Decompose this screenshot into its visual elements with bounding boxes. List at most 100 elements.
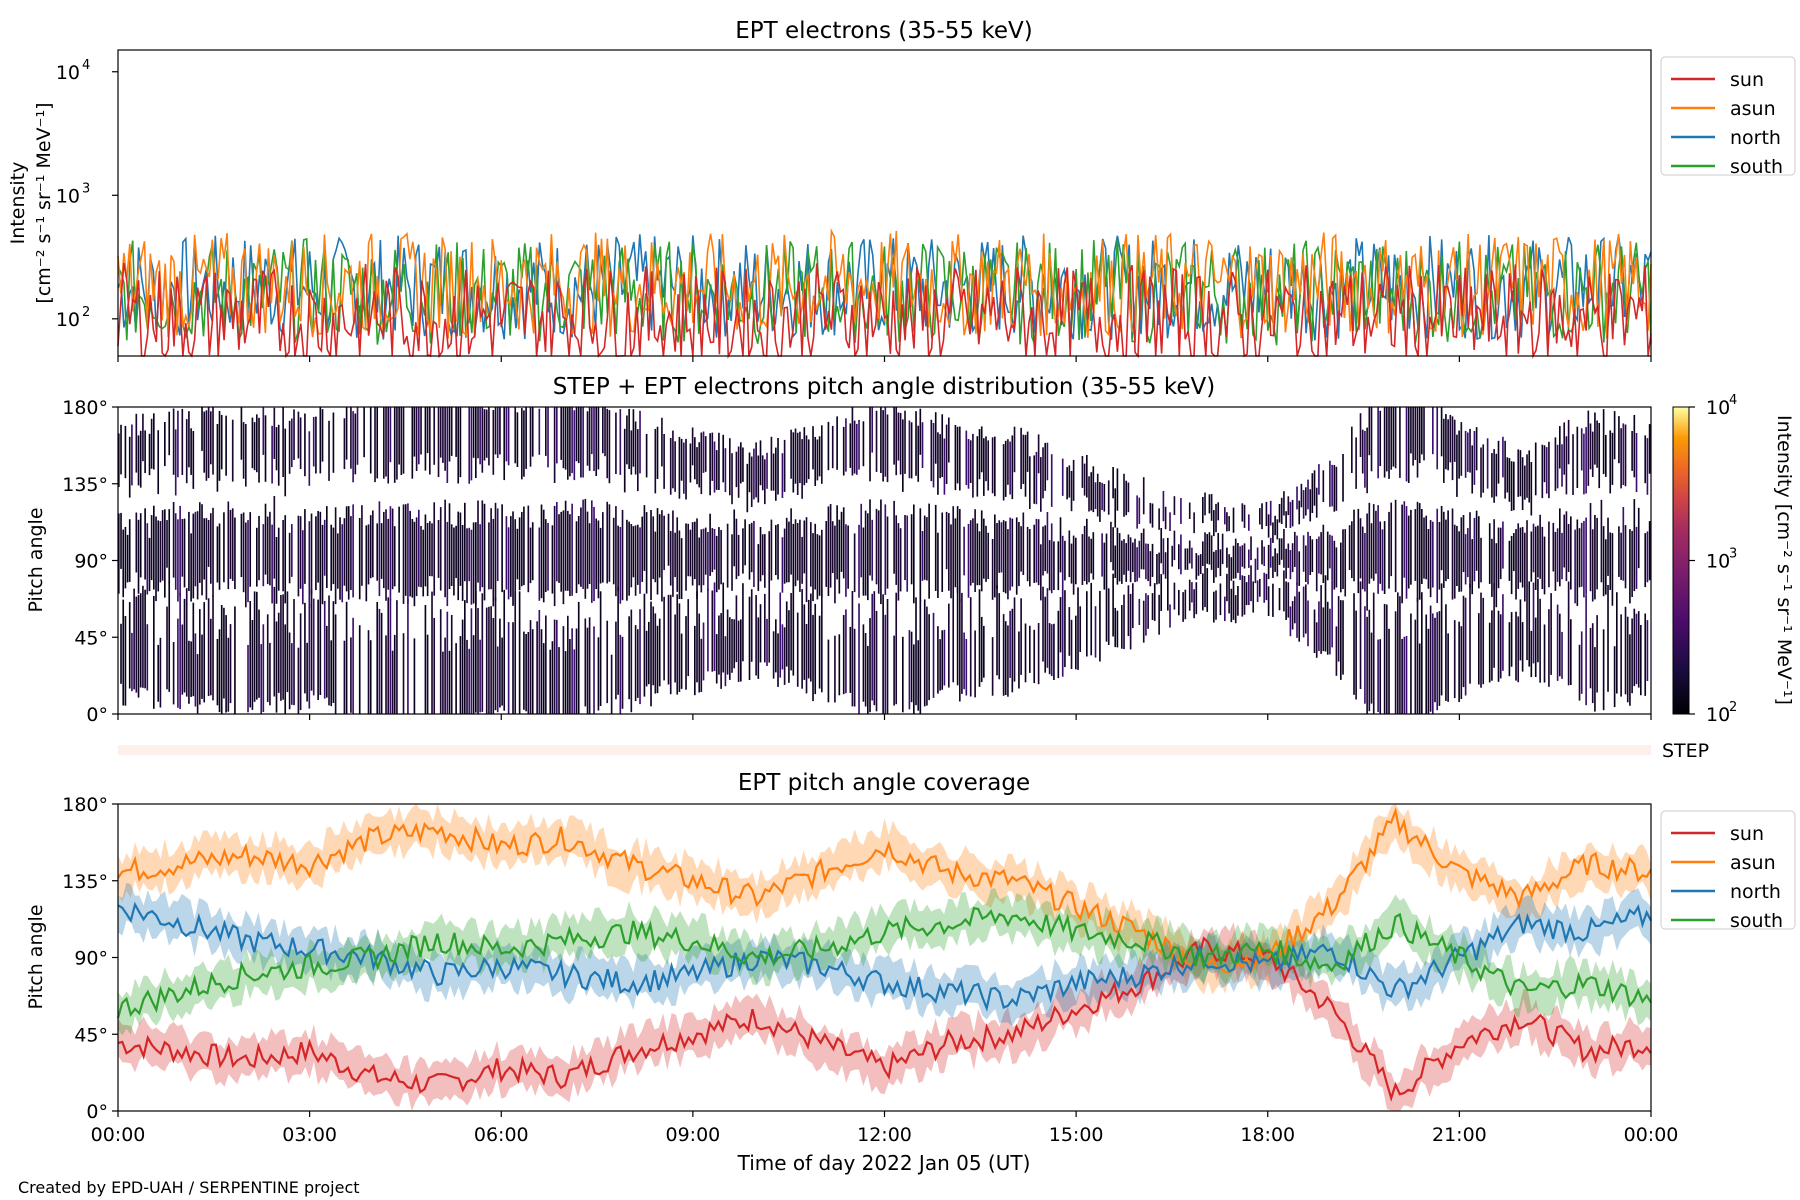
heatmap-cell — [499, 618, 501, 708]
heatmap-cell — [179, 505, 181, 597]
heatmap-cell — [1320, 585, 1322, 654]
heatmap-cell — [1510, 535, 1513, 595]
heatmap-cell — [983, 625, 985, 678]
heatmap-cell — [875, 508, 878, 585]
heatmap-cell — [1096, 473, 1099, 517]
heatmap-cell — [1086, 455, 1088, 498]
heatmap-cell — [378, 608, 381, 714]
heatmap-cell — [1169, 512, 1171, 531]
heatmap-cell — [1508, 622, 1511, 677]
heatmap-cell — [713, 529, 716, 570]
heatmap-cell — [1445, 604, 1447, 701]
heatmap-cell — [1250, 536, 1252, 561]
heatmap-cell — [1539, 514, 1541, 579]
heatmap-cell — [1296, 582, 1298, 638]
heatmap-cell — [302, 530, 304, 605]
heatmap-cell — [374, 407, 376, 483]
heatmap-cell — [258, 609, 260, 698]
heatmap-cell — [183, 518, 186, 588]
heatmap-cell — [481, 593, 484, 712]
heatmap-cell — [713, 441, 716, 493]
legend-box — [1660, 810, 1796, 930]
legend-label-sun: sun — [1730, 823, 1764, 845]
heatmap-cell — [477, 407, 479, 459]
heatmap-cell — [1105, 573, 1108, 642]
heatmap-cell — [1086, 518, 1088, 585]
heatmap-cell — [788, 610, 790, 683]
heatmap-cell — [972, 518, 974, 583]
coverage-panel-title: EPT pitch angle coverage — [738, 770, 1030, 796]
heatmap-cell — [439, 609, 442, 714]
heatmap-cell — [1224, 596, 1226, 622]
heatmap-cell — [619, 634, 622, 714]
heatmap-cell — [1121, 605, 1123, 649]
heatmap-cell — [1598, 423, 1601, 489]
heatmap-cell — [1537, 578, 1539, 663]
heatmap-cell — [1383, 603, 1386, 714]
heatmap-cell — [976, 436, 979, 497]
heatmap-cell — [634, 525, 637, 596]
coverage-panel: EPT pitch angle coverage 0°45°90°135°180… — [25, 770, 1796, 1123]
heatmap-cell — [1416, 407, 1419, 478]
heatmap-cell — [1543, 445, 1546, 483]
heatmap-cell — [1243, 504, 1246, 528]
heatmap-cell — [932, 422, 935, 488]
heatmap-cell — [915, 411, 917, 476]
heatmap-cell — [391, 650, 394, 714]
heatmap-cell — [1648, 521, 1651, 581]
heatmap-cell — [453, 527, 455, 596]
heatmap-cell — [1515, 611, 1517, 681]
heatmap-cell — [1318, 464, 1320, 495]
heatmap-cell — [172, 642, 175, 705]
heatmap-cell — [1388, 407, 1390, 479]
heatmap-cell — [781, 537, 784, 593]
heatmap-cell — [310, 589, 313, 691]
heatmap-cell — [1302, 490, 1305, 519]
heatmap-cell — [718, 432, 720, 490]
heatmap-cell — [446, 611, 449, 714]
heatmap-cell — [1331, 464, 1333, 507]
heatmap-cell — [632, 409, 635, 467]
heatmap-cell — [1361, 526, 1364, 590]
heatmap-cell — [560, 511, 563, 592]
heatmap-cell — [527, 505, 530, 593]
heatmap-cell — [827, 639, 830, 703]
heatmap-cell — [1515, 529, 1517, 600]
heatmap-cell — [1633, 608, 1636, 687]
heatmap-cell — [661, 417, 663, 467]
heatmap-cell — [709, 433, 711, 496]
heatmap-cell — [1213, 591, 1215, 623]
heatmap-cell — [251, 417, 254, 469]
heatmap-cell — [571, 628, 573, 714]
heatmap-cell — [442, 651, 444, 714]
heatmap-cell — [1567, 581, 1570, 686]
heatmap-cell — [1644, 613, 1647, 696]
heatmap-cell — [1556, 528, 1559, 582]
heatmap-cell — [402, 633, 405, 714]
heatmap-cell — [361, 505, 363, 586]
heatmap-cell — [1191, 582, 1193, 603]
heatmap-cell — [1635, 613, 1638, 685]
heatmap-cell — [1116, 527, 1119, 585]
heatmap-cell — [853, 533, 856, 593]
heatmap-cell — [1578, 528, 1581, 588]
heatmap-cell — [842, 507, 845, 579]
heatmap-cell — [523, 631, 525, 710]
heatmap-cell — [691, 522, 694, 586]
heatmap-cell — [1127, 534, 1130, 571]
colorbar-tick-exponent: 2 — [1729, 700, 1737, 715]
heatmap-cell — [1607, 585, 1609, 692]
heatmap-cell — [1482, 597, 1485, 685]
heatmap-cell — [1213, 551, 1215, 583]
heatmap-cell — [439, 507, 442, 591]
heatmap-cell — [1088, 476, 1090, 512]
heatmap-cell — [1046, 588, 1049, 668]
heatmap-cell — [1061, 458, 1064, 496]
heatmap-cell — [1083, 463, 1086, 496]
heatmap-cell — [994, 436, 996, 497]
heatmap-cell — [334, 614, 337, 714]
heatmap-cell — [527, 632, 530, 714]
heatmap-cell — [461, 619, 464, 714]
pitch-distribution-ytick-label: 180° — [62, 397, 108, 419]
heatmap-cell — [203, 411, 206, 473]
